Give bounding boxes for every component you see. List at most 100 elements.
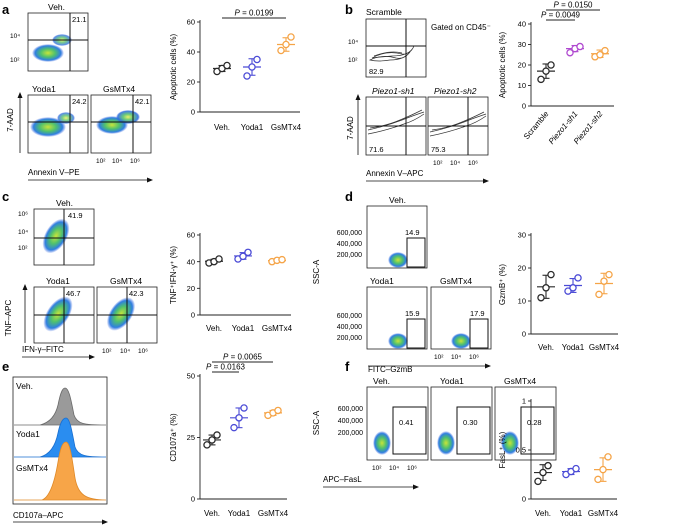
flow-title: Yoda1 [46,276,70,286]
x-tick: 10⁴ [120,348,130,355]
x-tick: 10⁴ [112,158,122,165]
x-tick: 10⁶ [468,160,478,167]
category-label: Veh. [538,343,554,352]
y-axis-title: Apoptotic cells (%) [169,34,178,101]
data-point [537,75,545,84]
data-point [539,468,547,477]
flow-plot-b-sh2 [427,96,489,156]
panel-f-flow: Veh. 0.41 Yoda1 0.30 GsMTx4 0.28 600,000… [312,376,557,490]
x-tick: 10⁴ [451,354,461,361]
quadrant-value: 82.9 [369,67,384,76]
y-tick-label: 10 [518,297,526,306]
flow-title: Yoda1 [440,376,464,386]
y-tick: 600,000 [338,406,363,413]
y-tick: 200,000 [337,252,362,259]
data-point [547,61,555,69]
y-axis-title: CD107a⁺ (%) [169,413,178,462]
data-point [253,55,261,64]
flow-plot-f-yoda1 [430,386,493,461]
hist-label: GsMTx4 [16,463,48,473]
quadrant-value: 41.9 [68,211,83,220]
data-point [274,406,282,415]
flow-title: Yoda1 [370,276,394,286]
flow-title: Yoda1 [32,84,56,94]
dot-plot-c: 0 20 40 60 TNF⁺IFN-γ⁺ (%) Veh. Yoda1 GsMTx4 [169,231,293,333]
gate-value: 0.28 [527,418,542,427]
data-point [239,252,247,261]
histogram-yoda1 [14,417,107,458]
panel-letter-c: c [2,189,9,204]
data-point [208,436,216,444]
panel-a-flow: Veh. 21.1 Yoda1 24.2 GsMTx4 42.1 10⁴ 10²… [6,2,153,183]
y-tick: 400,000 [337,324,362,331]
y-tick-label: 50 [187,372,195,381]
x-tick: 10⁶ [407,465,417,472]
panel-letter-e: e [2,359,9,374]
data-point [203,441,211,449]
y-tick-label: 0 [191,311,195,320]
category-label: Veh. [535,509,551,518]
x-axis-label: IFN-γ–FITC [22,345,64,354]
data-point [235,414,243,422]
y-tick-label: 40 [187,48,195,57]
y-tick: 200,000 [337,335,362,342]
data-point [534,477,542,486]
flow-plot-d-veh [366,205,428,269]
data-point [282,40,290,49]
category-label: Veh. [204,509,220,518]
panel-e-histogram: Veh. Yoda1 GsMTx4 CD107a–APC [12,376,108,525]
data-point [569,284,577,292]
x-tick: 10⁶ [130,158,140,165]
y-tick: 10² [348,57,358,64]
flow-title: Veh. [389,195,406,205]
data-point [223,61,231,70]
flow-plot-a-veh [27,12,89,72]
y-tick-label: 0 [191,495,195,504]
y-tick: 10² [10,57,20,64]
flow-title: GsMTx4 [504,376,536,386]
flow-title: Piezo1-sh1 [372,86,415,96]
x-tick: 10² [372,465,382,472]
data-point [604,453,612,461]
data-point [595,290,603,299]
quadrant-value: 42.1 [135,97,150,106]
y-axis-title: FasL⁺ (%) [498,431,507,468]
flow-title: GsMTx4 [110,276,142,286]
x-tick: 10⁴ [389,465,399,472]
y-tick-label: 25 [187,433,195,442]
dot-plot-d: 0 10 20 30 GzmB⁺ (%) Veh. Yoda1 GsMTx4 [498,231,620,352]
histogram-veh [14,387,107,426]
y-tick-label: 1 [522,397,526,406]
data-point [594,475,602,484]
y-axis-label: SSC-A [312,259,321,284]
gate-value: 0.41 [399,418,414,427]
category-label: Yoda1 [241,123,264,132]
data-point [248,63,256,71]
flow-plot-a-gsmtx4 [90,94,152,154]
data-point [566,48,574,57]
flow-plot-f-gsmtx4 [494,386,557,461]
y-tick: 200,000 [338,430,363,437]
data-point [605,270,613,279]
y-tick: 10⁴ [18,229,28,236]
y-tick: 400,000 [337,241,362,248]
data-point [542,284,550,292]
p-value-label: P = 0.0199 [235,9,274,18]
y-tick: 400,000 [338,418,363,425]
flow-title: Veh. [373,376,390,386]
data-point [600,277,608,285]
flow-plot-a-yoda1 [27,94,89,154]
data-point [277,46,285,55]
y-tick-label: 60 [187,18,195,27]
data-point [572,464,580,473]
y-tick-label: 20 [518,61,526,70]
y-tick-label: 0 [522,102,526,111]
category-label: GsMTx4 [258,509,289,518]
data-point [547,270,555,279]
hist-label: Veh. [16,381,33,391]
x-tick: 10⁶ [138,348,148,355]
flow-plot-d-gsmtx4 [430,286,492,350]
y-tick-label: 40 [518,20,526,29]
x-tick: 10² [96,158,106,165]
